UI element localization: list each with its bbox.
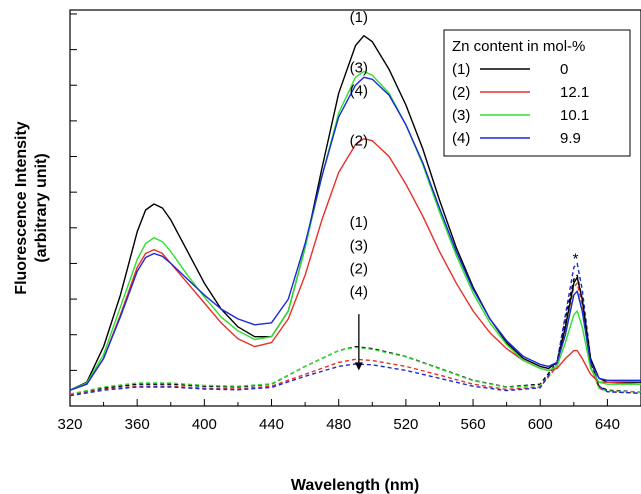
x-tick-label: 640 <box>595 416 620 433</box>
x-tick-label: 400 <box>192 416 217 433</box>
legend-entry-label: (3) <box>452 107 470 124</box>
x-axis-title: Wavelength (nm) <box>291 477 419 494</box>
series-dashed-3 <box>70 290 641 395</box>
legend-entry-value: 12.1 <box>560 84 589 101</box>
series-layer <box>70 35 641 397</box>
solid-curve-label: (1) <box>350 9 368 26</box>
dashed-curve-label: (1) <box>350 214 368 231</box>
legend-entry-label: (2) <box>452 84 470 101</box>
legend-title: Zn content in mol-% <box>452 38 585 55</box>
x-tick-label: 440 <box>259 416 284 433</box>
dashed-curve-label: (3) <box>350 237 368 254</box>
series-solid-2 <box>70 138 641 391</box>
legend-entry-value: 9.9 <box>560 130 581 147</box>
x-tick-label: 520 <box>393 416 418 433</box>
x-tick-label: 560 <box>461 416 486 433</box>
y-axis-title-line2: (arbitrary unit) <box>33 153 50 262</box>
y-axis-title-line1: Fluorescence Intensity <box>13 121 30 294</box>
arrow-head-icon <box>354 362 363 371</box>
y-axis-ticks <box>70 13 77 407</box>
x-tick-label: 480 <box>326 416 351 433</box>
dashed-curve-label: (4) <box>350 284 368 301</box>
series-solid-3 <box>70 70 641 391</box>
dashed-curve-label: (2) <box>350 260 368 277</box>
series-dashed-4 <box>70 262 641 397</box>
series-solid-4 <box>70 76 641 391</box>
legend-entry-label: (4) <box>452 130 470 147</box>
legend-entries: (1) 0 (2) 12.1 (3) 10.1 (4) 9.9 <box>452 61 589 147</box>
x-tick-label: 320 <box>57 416 82 433</box>
solid-curve-label: (3) <box>350 60 368 77</box>
legend-entry-label: (1) <box>452 61 470 78</box>
x-axis-ticks: 320 360 400 440 480 520 560 600 640 <box>57 399 620 433</box>
annotations-layer: (1) (3) (4) (2) (1) (3) (2) (4) * <box>350 9 579 371</box>
legend-entry-value: 10.1 <box>560 107 589 124</box>
plot-frame <box>69 9 641 407</box>
legend-box <box>443 29 631 157</box>
scatter-peak-star: * <box>573 250 579 267</box>
x-tick-label: 600 <box>528 416 553 433</box>
series-solid-1 <box>70 35 641 391</box>
legend: Zn content in mol-% (1) 0 (2) 12.1 (3) 10.1 (4… <box>443 29 631 157</box>
solid-curve-label: (4) <box>350 83 368 100</box>
legend-entry-value: 0 <box>560 61 568 78</box>
x-tick-label: 360 <box>125 416 150 433</box>
solid-curve-label: (2) <box>350 132 368 149</box>
series-dashed-2 <box>70 282 641 396</box>
